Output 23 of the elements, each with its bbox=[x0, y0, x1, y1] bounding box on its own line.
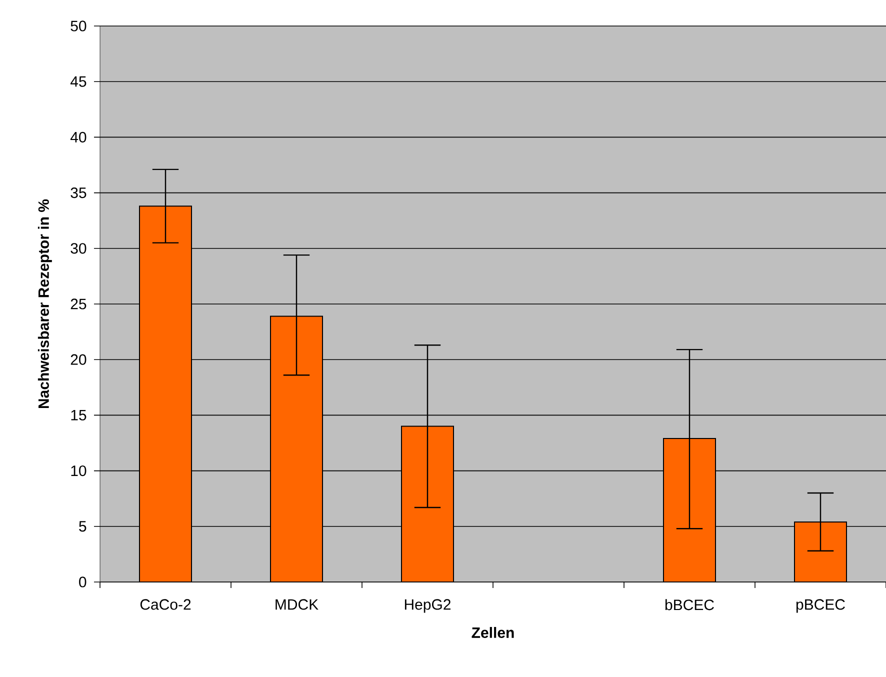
y-tick-label: 5 bbox=[79, 521, 86, 532]
y-tick-label: 10 bbox=[71, 465, 86, 476]
x-axis-title: Zellen bbox=[472, 626, 514, 638]
x-tick-label: CaCo-2 bbox=[140, 599, 191, 610]
y-tick-label: 45 bbox=[70, 76, 86, 87]
y-tick-label: 20 bbox=[70, 354, 86, 365]
x-tick-label: MDCK bbox=[276, 599, 318, 610]
x-tick-label: bBCEC bbox=[665, 599, 714, 610]
bar bbox=[663, 438, 716, 582]
x-tick-label: HepG2 bbox=[404, 599, 451, 613]
y-tick-label: 15 bbox=[71, 410, 86, 420]
y-axis-title: Nachweisbarer Rezeptor in % bbox=[38, 199, 52, 408]
bar bbox=[139, 206, 192, 582]
y-tick-label: 35 bbox=[70, 187, 86, 198]
y-tick-label: 25 bbox=[70, 298, 86, 310]
y-tick-label: 40 bbox=[70, 132, 86, 142]
x-tick-label: pBCEC bbox=[796, 599, 845, 613]
bar bbox=[794, 521, 847, 582]
bar bbox=[270, 316, 324, 582]
y-tick-label: 50 bbox=[70, 20, 86, 32]
bar bbox=[401, 426, 454, 582]
y-tick-label: 30 bbox=[70, 243, 86, 254]
y-tick-label: 0 bbox=[79, 576, 86, 588]
